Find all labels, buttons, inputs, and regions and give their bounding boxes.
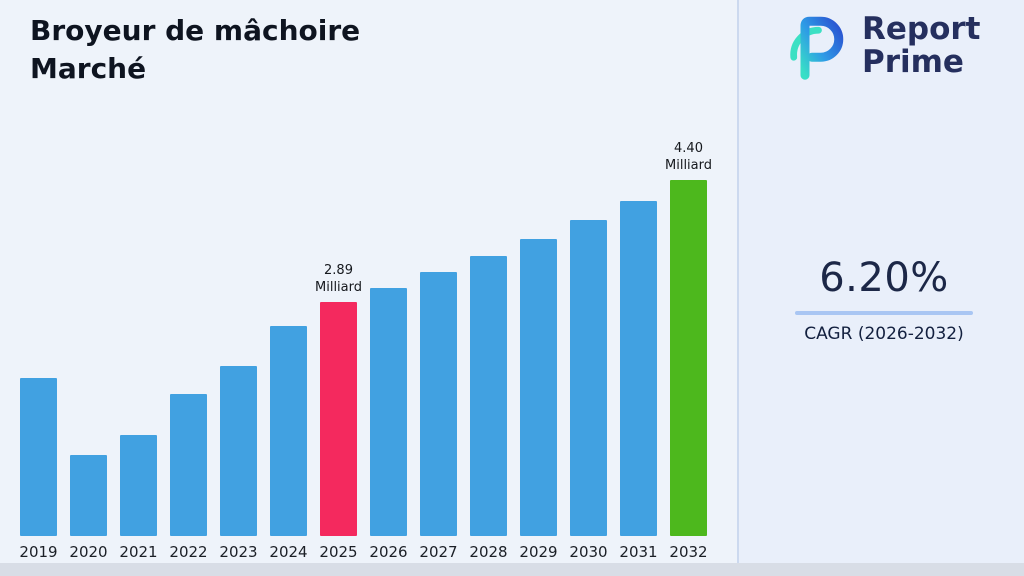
x-tick-2032: 2032 (669, 543, 708, 561)
x-tick-2027: 2027 (419, 543, 458, 561)
cagr-underline (795, 311, 973, 315)
bar-group-2027: 2027 (419, 272, 458, 561)
x-tick-2020: 2020 (69, 543, 108, 561)
bar-2025 (320, 302, 357, 536)
bar-chart: 2019 2020 2021 2022 2023 2024 2.89 Milliard 202… (19, 141, 712, 561)
bar-group-2019: 2019 (19, 378, 58, 561)
page-title: Broyeur de mâchoire Marché (30, 12, 360, 88)
bar-group-2031: 2031 (619, 201, 658, 561)
bar-2023 (220, 366, 257, 536)
right-panel (737, 0, 1024, 576)
page-title-line2: Marché (30, 51, 147, 85)
x-tick-2029: 2029 (519, 543, 558, 561)
bar-group-2020: 2020 (69, 455, 108, 561)
bar-2019 (20, 378, 57, 536)
bar-2020 (70, 455, 107, 536)
bar-group-2032: 4.40 Milliard 2032 (665, 141, 712, 561)
bar-2022 (170, 394, 207, 536)
x-tick-2026: 2026 (369, 543, 408, 561)
reportprime-logo-text: Report Prime (862, 10, 981, 80)
bottom-strip (0, 563, 1024, 576)
cagr-block: 6.20% CAGR (2026-2032) (788, 255, 980, 344)
x-tick-2031: 2031 (619, 543, 658, 561)
logo-word-report: Report (862, 10, 981, 47)
x-tick-2021: 2021 (119, 543, 158, 561)
reportprime-logo-icon (790, 16, 844, 80)
bar-group-2023: 2023 (219, 366, 258, 561)
bar-group-2024: 2024 (269, 326, 308, 561)
bar-2029 (520, 239, 557, 536)
reportprime-logo: Report Prime (778, 10, 981, 82)
bar-group-2025: 2.89 Milliard 2025 (315, 263, 362, 561)
page-title-line1: Broyeur de mâchoire (30, 14, 361, 47)
x-tick-2030: 2030 (569, 543, 608, 561)
bar-2026 (370, 288, 407, 536)
bar-group-2030: 2030 (569, 220, 608, 561)
cagr-value: 6.20% (819, 255, 949, 301)
bar-2024 (270, 326, 307, 536)
logo-word-prime: Prime (862, 44, 964, 80)
bar-group-2026: 2026 (369, 288, 408, 561)
bar-2027 (420, 272, 457, 536)
bar-2030 (570, 220, 607, 536)
x-tick-2024: 2024 (269, 543, 308, 561)
x-tick-2025: 2025 (319, 543, 358, 561)
bar-2032 (670, 180, 707, 536)
x-tick-2028: 2028 (469, 543, 508, 561)
bar-group-2028: 2028 (469, 256, 508, 561)
x-tick-2023: 2023 (219, 543, 258, 561)
bar-group-2022: 2022 (169, 394, 208, 561)
bar-2021 (120, 435, 157, 536)
x-tick-2019: 2019 (19, 543, 58, 561)
bar-value-label-2032: 4.40 Milliard (665, 141, 712, 174)
bar-2031 (620, 201, 657, 536)
bar-2028 (470, 256, 507, 536)
x-tick-2022: 2022 (169, 543, 208, 561)
cagr-label: CAGR (2026-2032) (804, 324, 964, 344)
bar-value-label-2025: 2.89 Milliard (315, 263, 362, 296)
bar-group-2021: 2021 (119, 435, 158, 561)
bar-group-2029: 2029 (519, 239, 558, 561)
